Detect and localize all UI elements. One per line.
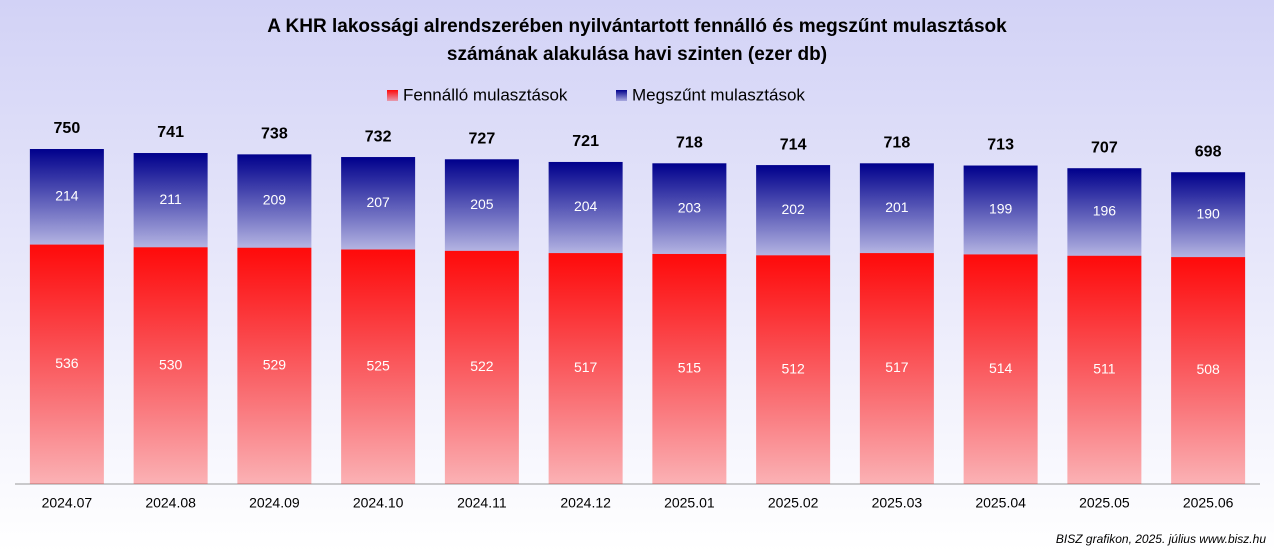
source-note: BISZ grafikon, 2025. július www.bisz.hu xyxy=(1056,532,1266,546)
bar-segment xyxy=(963,254,1038,484)
bar-segment xyxy=(963,165,1038,255)
value-label: 522 xyxy=(470,358,494,374)
bar-segment xyxy=(548,161,623,254)
bar-segment xyxy=(341,249,416,484)
value-label: 517 xyxy=(574,359,598,375)
value-label: 511 xyxy=(1093,361,1116,377)
legend-label: Megszűnt mulasztások xyxy=(632,85,805,104)
value-label: 530 xyxy=(159,356,183,372)
total-label: 714 xyxy=(780,136,807,153)
bar-segment xyxy=(133,153,208,248)
legend-label: Fennálló mulasztások xyxy=(403,85,568,104)
value-label: 207 xyxy=(366,194,390,210)
chart-title: számának alakulása havi szinten (ezer db… xyxy=(447,44,827,65)
value-label: 514 xyxy=(989,360,1013,376)
x-tick-label: 2024.07 xyxy=(42,495,93,511)
value-label: 525 xyxy=(366,357,390,373)
total-label: 727 xyxy=(469,130,496,147)
x-tick-label: 2025.02 xyxy=(768,495,819,511)
value-label: 209 xyxy=(263,192,287,208)
bar-segment xyxy=(548,253,623,484)
total-label: 741 xyxy=(157,124,184,141)
bar-segment xyxy=(29,149,104,245)
total-label: 698 xyxy=(1195,143,1222,160)
x-tick-label: 2025.03 xyxy=(872,495,923,511)
value-label: 536 xyxy=(55,355,79,371)
bar-segment xyxy=(133,247,208,484)
bar-segment xyxy=(652,163,727,254)
bar-segment xyxy=(756,165,831,256)
total-label: 750 xyxy=(54,120,81,137)
value-label: 515 xyxy=(678,360,702,376)
value-label: 190 xyxy=(1196,205,1220,221)
bar-segment xyxy=(1067,168,1142,256)
bar-segment xyxy=(1171,257,1246,484)
total-label: 718 xyxy=(884,135,911,152)
x-tick-label: 2024.10 xyxy=(353,495,404,511)
x-tick-label: 2024.12 xyxy=(560,495,611,511)
bar-segment xyxy=(859,163,934,254)
bar-segment xyxy=(1171,172,1246,258)
bar-segment xyxy=(237,247,312,484)
total-label: 713 xyxy=(987,137,1014,154)
bar-segment xyxy=(341,157,416,250)
total-label: 707 xyxy=(1091,139,1118,156)
value-label: 196 xyxy=(1093,203,1117,219)
x-tick-label: 2024.08 xyxy=(145,495,196,511)
total-label: 721 xyxy=(572,133,599,150)
bar-segment xyxy=(859,253,934,484)
value-label: 203 xyxy=(678,199,702,215)
chart-title: A KHR lakossági alrendszerében nyilvánta… xyxy=(267,16,1007,37)
value-label: 204 xyxy=(574,198,598,214)
total-label: 732 xyxy=(365,128,392,145)
x-tick-label: 2025.06 xyxy=(1183,495,1234,511)
bar-segment xyxy=(756,255,831,484)
bar-segment xyxy=(444,250,519,484)
value-label: 214 xyxy=(55,187,79,203)
total-label: 738 xyxy=(261,126,288,143)
value-label: 529 xyxy=(263,357,287,373)
value-label: 512 xyxy=(781,360,805,376)
value-label: 205 xyxy=(470,196,494,212)
value-label: 508 xyxy=(1196,361,1220,377)
bar-segment xyxy=(652,253,727,484)
bar-segment xyxy=(444,159,519,251)
value-label: 199 xyxy=(989,201,1013,217)
value-label: 201 xyxy=(885,199,909,215)
x-tick-label: 2025.05 xyxy=(1079,495,1130,511)
bar-segment xyxy=(237,154,312,248)
x-tick-label: 2025.04 xyxy=(975,495,1026,511)
value-label: 211 xyxy=(159,191,182,207)
x-tick-label: 2024.09 xyxy=(249,495,300,511)
legend-swatch xyxy=(387,90,398,101)
x-tick-label: 2024.11 xyxy=(457,495,507,511)
value-label: 517 xyxy=(885,359,909,375)
value-label: 202 xyxy=(781,201,805,217)
total-label: 718 xyxy=(676,135,703,152)
x-tick-label: 2025.01 xyxy=(664,495,715,511)
legend-swatch xyxy=(616,90,627,101)
bar-segment xyxy=(29,244,104,484)
bar-segment xyxy=(1067,255,1142,484)
